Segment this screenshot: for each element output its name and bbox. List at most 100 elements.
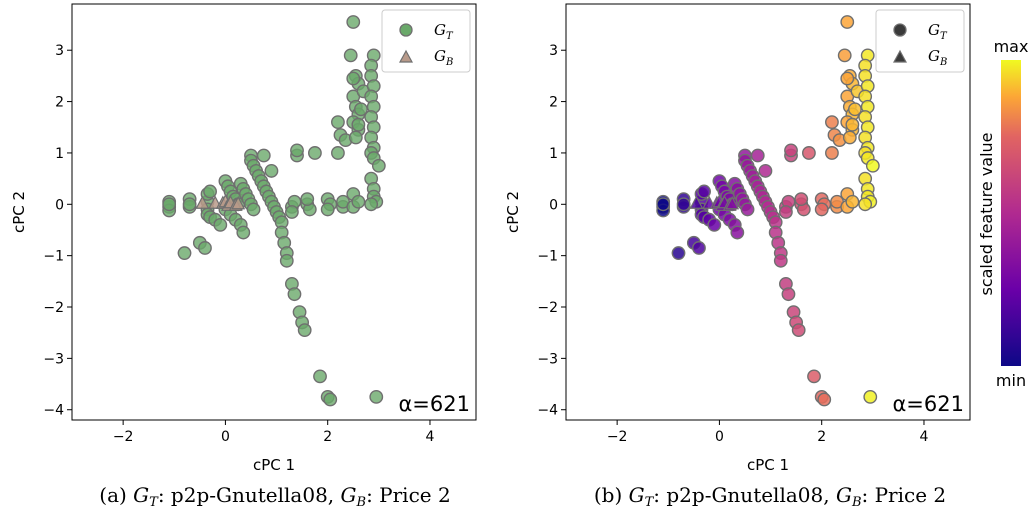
panel-b-gt-point: [781, 287, 796, 302]
panel-b-gt-point: [671, 246, 686, 260]
panel-a-gt-point: [198, 241, 212, 255]
panel-b-caption-gb: G: [836, 483, 852, 507]
panel-b-caption-gt: G: [629, 483, 645, 507]
panel-b-gt-point: [807, 369, 821, 384]
panel-b-gt-point: [825, 146, 839, 160]
panel-a-gt-point: [331, 115, 345, 130]
panel-b-gt-point: [784, 143, 798, 158]
panel-b-gb-point: [725, 195, 740, 210]
panel-a-alpha-label: α=621: [398, 392, 470, 416]
panel-a-gt-point: [203, 184, 217, 199]
panel-a-gt-point: [236, 225, 251, 240]
panel-b-y-axis-label: cPC 2: [504, 191, 522, 233]
panel-a-legend-gt-letter: G: [434, 21, 446, 39]
colorbar-max-label: max: [994, 37, 1029, 56]
panel-b-gt-point: [865, 158, 880, 173]
panel-a-legend-box: [381, 9, 471, 73]
panel-b-legend-gb-marker: [892, 49, 908, 63]
panel-b-gb-point: [689, 195, 704, 209]
panel-b-legend-gt-subscript: T: [940, 31, 948, 42]
panel-b-gt-point: [845, 117, 860, 132]
panel-b-gt-point: [730, 225, 745, 240]
panel-a-caption-suffix: : Price 2: [366, 483, 451, 507]
panel-a-x-tick-label: −2: [113, 429, 134, 445]
panel-b-legend-gb-letter: G: [928, 47, 940, 65]
panel-b-x-tick-label: −2: [607, 429, 628, 445]
panel-b-y-tick-label: 3: [549, 43, 558, 59]
panel-a-gt-point: [320, 202, 335, 217]
panel-a-gt-point: [264, 164, 279, 178]
panel-a-y-tick-label: −4: [43, 403, 64, 419]
panel-a-gt-point: [348, 130, 363, 145]
panel-b-gt-point: [676, 197, 691, 212]
panel-a-gt-point: [182, 197, 197, 212]
panel-a-caption-gt-sub: T: [149, 495, 159, 510]
panel-b-alpha-label: α=621: [892, 392, 964, 416]
panel-b-gt-point: [825, 115, 839, 130]
panel-a-y-tick-label: −1: [43, 249, 64, 265]
panel-b-y-tick-label: −4: [537, 403, 558, 419]
panel-b-gt-point: [842, 130, 857, 145]
panel-a-legend-gt-subscript: T: [446, 31, 454, 42]
panel-a-legend-gb-letter: G: [434, 47, 446, 65]
colorbar-min-label: min: [996, 371, 1026, 390]
colorbar: max min scaled feature value: [977, 37, 1028, 390]
panel-a-gt-point: [300, 192, 315, 207]
panel-a-gt-point: [364, 197, 379, 212]
panel-a-x-ticks: −2 0 2 4: [113, 420, 435, 445]
panel-a-y-tick-label: 3: [55, 43, 64, 59]
panel-b-x-ticks: −2 0 2 4: [607, 420, 929, 445]
panel-a-gt-point: [346, 15, 361, 29]
panel-a-gt-point: [351, 194, 366, 209]
panel-b-caption-gt-sub: T: [645, 495, 655, 510]
panel-a-legend-gb-subscript: B: [445, 57, 453, 68]
panel-a-y-tick-label: −2: [43, 300, 64, 316]
panel-a-gt-point: [287, 287, 302, 302]
panel-a-x-axis-label: cPC 1: [253, 456, 295, 474]
panel-a-gt-point: [256, 148, 271, 163]
panel-b-legend-box: [875, 9, 965, 73]
panel-a-legend: GT GB: [381, 9, 471, 73]
panel-a-gt-point: [343, 48, 358, 63]
panel-b-gt-point: [840, 15, 855, 29]
panel-a-y-tick-label: −3: [43, 351, 64, 367]
panel-a-gt-point: [351, 117, 366, 132]
panel-a-y-tick-label: 1: [55, 146, 64, 162]
panel-a-gt-point: [213, 217, 228, 232]
panel-b-gt-point: [840, 71, 855, 86]
panel-b-gt-point: [858, 197, 873, 212]
panel-b-gt-point: [773, 253, 788, 268]
panel-b-x-tick-label: 4: [920, 429, 929, 445]
panel-b-gt-point: [848, 102, 862, 117]
panel-a-y-axis-label: cPC 2: [10, 191, 28, 233]
panel-a-caption-prefix: (a): [99, 483, 133, 507]
panel-a-gt-point: [177, 246, 192, 260]
panel-b-y-tick-label: −3: [537, 351, 558, 367]
panel-b-legend: GT GB: [875, 9, 965, 73]
panel-a-legend-gt-label: GT: [434, 21, 454, 42]
panel-a-gt-point: [323, 392, 338, 407]
panel-b-gt-point: [740, 202, 755, 217]
panel-b-points: [656, 15, 880, 407]
panel-b-gt-point: [697, 184, 711, 199]
panel-b-gt-point: [845, 194, 860, 209]
panel-b-gt-point: [707, 217, 722, 232]
panel-b-gt-point: [791, 323, 806, 338]
panel-a-y-tick-label: 0: [55, 197, 64, 213]
panel-a-caption-gb: G: [341, 483, 357, 507]
panel-b-y-tick-label: 2: [549, 95, 558, 111]
panel-a-gt-point: [331, 146, 345, 160]
panel-b-gt-point: [837, 48, 852, 63]
panel-a-legend-gb-marker: [398, 49, 414, 63]
panel-a-gt-point: [313, 369, 327, 384]
panel-a-y-ticks: −4 −3 −2 −1 0 1 2 3: [43, 43, 72, 419]
panel-b-gt-point: [863, 389, 878, 404]
panel-b-caption-mid: : p2p-Gnutella08,: [653, 483, 836, 507]
panel-b-caption: (b) GT: p2p-Gnutella08, GB: Price 2: [594, 483, 946, 510]
panel-b-y-tick-label: 1: [549, 146, 558, 162]
panel-b-y-tick-label: 0: [549, 197, 558, 213]
panel-a-gt-point: [371, 158, 386, 173]
panel-a-caption-gb-sub: B: [356, 495, 367, 510]
panel-a-caption: (a) GT: p2p-Gnutella08, GB: Price 2: [99, 483, 450, 510]
